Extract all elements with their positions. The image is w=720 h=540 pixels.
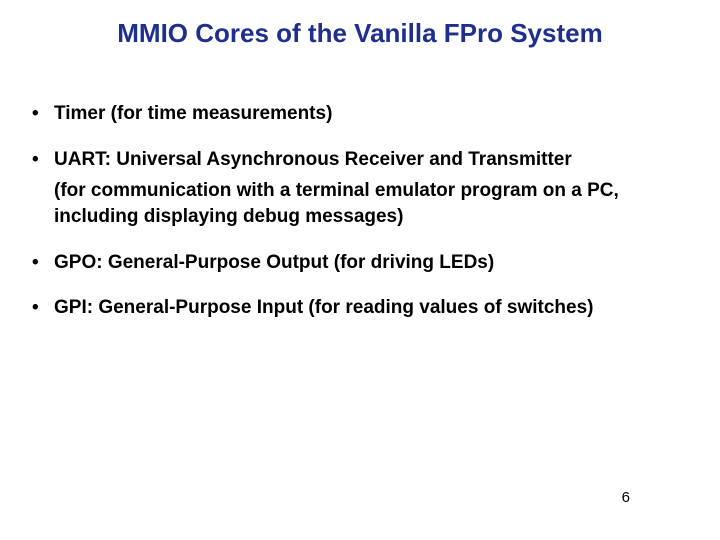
bullet-text: UART: Universal Asynchronous Receiver an…	[54, 149, 572, 170]
page-number: 6	[622, 489, 630, 506]
bullet-list: Timer (for time measurements) UART: Univ…	[24, 101, 696, 321]
bullet-text: Timer (for time measurements)	[54, 103, 332, 124]
bullet-text: GPO: General-Purpose Output (for driving…	[54, 252, 494, 273]
bullet-subtext: (for communication with a terminal emula…	[54, 178, 696, 229]
list-item: UART: Universal Asynchronous Receiver an…	[32, 147, 696, 230]
slide-title: MMIO Cores of the Vanilla FPro System	[24, 18, 696, 49]
bullet-text: GPI: General-Purpose Input (for reading …	[54, 297, 594, 318]
list-item: GPO: General-Purpose Output (for driving…	[32, 250, 696, 276]
list-item: GPI: General-Purpose Input (for reading …	[32, 295, 696, 321]
list-item: Timer (for time measurements)	[32, 101, 696, 127]
